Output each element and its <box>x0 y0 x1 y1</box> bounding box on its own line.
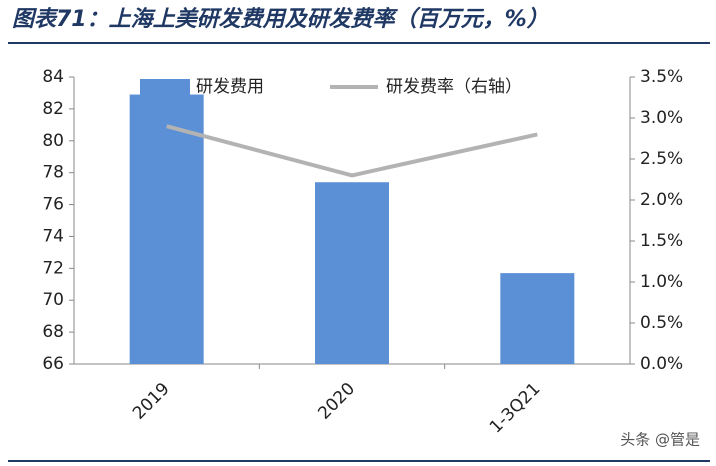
y-tick-label: 72 <box>42 258 64 278</box>
y-tick-label: 78 <box>42 163 64 183</box>
y-tick-label: 80 <box>42 131 64 151</box>
bar <box>500 273 575 364</box>
bar <box>129 94 204 365</box>
chart-title: 图表71：上海上美研发费用及研发费率（百万元，%） <box>12 6 549 32</box>
y-tick-label: 66 <box>42 354 64 374</box>
legend-label: 研发费用 <box>196 77 264 97</box>
y-tick-label: 68 <box>42 322 64 342</box>
y2-tick-label: 1.5% <box>640 231 683 251</box>
y-tick-label: 74 <box>42 226 64 246</box>
y2-tick-label: 0.0% <box>640 354 683 374</box>
legend-swatch <box>140 79 190 95</box>
y2-tick-label: 3.0% <box>640 108 683 128</box>
y2-tick-label: 2.0% <box>640 190 683 210</box>
line <box>166 124 538 178</box>
y2-tick-label: 1.0% <box>640 272 683 292</box>
y2-tick-label: 3.5% <box>640 67 683 87</box>
bar <box>315 182 389 364</box>
y2-tick-label: 0.5% <box>640 313 683 333</box>
watermark: 头条 @管是 <box>620 431 700 449</box>
y-tick-label: 84 <box>42 67 64 87</box>
y-tick-label: 70 <box>42 290 64 310</box>
y-tick-label: 76 <box>42 195 64 215</box>
y-tick-label: 82 <box>42 99 64 119</box>
y2-tick-label: 2.5% <box>640 149 683 169</box>
legend-label: 研发费率（右轴） <box>386 77 522 97</box>
